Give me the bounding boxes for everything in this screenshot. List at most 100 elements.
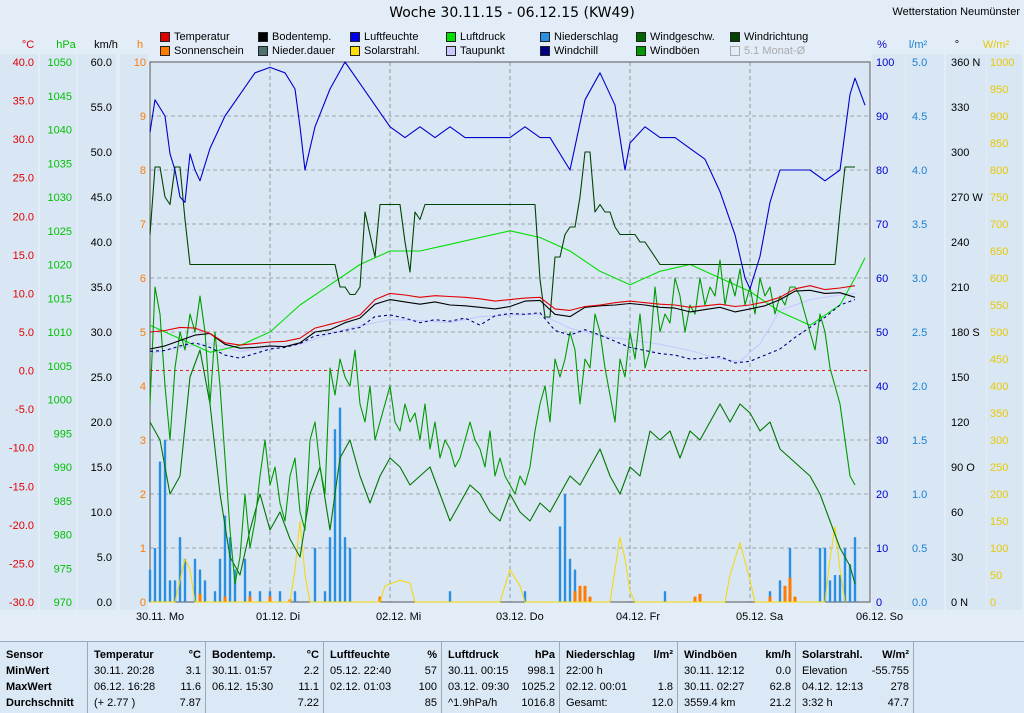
axis-band [872,54,905,610]
tick-label: 1045 [48,91,72,103]
footer-cell-value: l/m² [653,649,673,661]
tick-label: 9 [140,111,146,123]
legend-swatch [350,32,360,42]
axis-unit: % [877,39,887,51]
legend-item: Solarstrahl. [350,45,420,57]
precip-bar [818,548,822,602]
axis-band [120,54,148,610]
footer-row: 03.12. 09:30 1025.2 [442,681,559,697]
tick-label: 80 [876,165,888,177]
tick-label: 60 [951,507,963,519]
footer-column: Temperatur °C 30.11. 20:28 3.1 06.12. 16:28 1… [88,642,206,713]
tick-label: 3.5 [912,219,927,231]
footer-cell-label: 30.11. 12:12 [684,665,745,677]
axis-unit: ° [955,39,959,51]
footer-cell-label: 30.11. 20:28 [94,665,155,677]
series-line [149,230,866,353]
legend-item: Taupunkt [446,45,505,57]
legend-swatch [160,32,170,42]
tick-label: 7 [140,219,146,231]
tick-label: 210 [951,282,969,294]
legend-label: Nieder.dauer [272,45,335,57]
tick-label: -30.0 [9,597,34,609]
legend-item: Sonnenschein [160,45,244,57]
tick-label: 30.0 [91,327,112,339]
tick-label: 10 [134,57,146,69]
legend-swatch [350,46,360,56]
tick-label: 40.0 [91,237,112,249]
footer-cell-label: Gesamt: [566,697,608,709]
footer-row: Niederschlag l/m² [560,649,677,665]
legend-label: Sonnenschein [174,45,244,57]
tick-label: 1035 [48,158,72,170]
tick-label: 270 W [951,192,983,204]
legend-label: Temperatur [174,31,230,43]
series-line [149,289,856,350]
footer-cell-label: Sensor [6,649,44,661]
footer-row: 04.12. 12:13 278 [796,681,913,697]
precip-bar [343,537,347,602]
precip-bar [233,569,237,602]
precip-bar [183,558,187,602]
tick-label: 985 [54,496,72,508]
footer-row: Windböen km/h [678,649,795,665]
precip-bar [853,537,857,602]
footer-cell-label: 30.11. 02:27 [684,681,745,693]
axis-band [0,54,38,610]
footer-row: 22:00 h [560,665,677,681]
tick-label: 990 [54,462,72,474]
axis-unit: W/m² [983,39,1010,51]
sunshine-bar [268,596,272,602]
footer-column: Luftfeuchte% 05.12. 22:40 57 02.12. 01:03 10… [324,642,442,713]
tick-label: 995 [54,428,72,440]
footer-cell-value: 21.2 [769,697,791,709]
legend-label: Bodentemp. [272,31,332,43]
legend-item: Temperatur [160,31,230,43]
footer-cell-label: 30.11. 00:15 [448,665,509,677]
footer-cell-value: 7.22 [297,697,319,709]
axis-rain: 5.0 4.5 4.0 3.5 3.0 2.5 2.0 1.5 1.0 0.5 0.0 l/m² [906,39,944,610]
legend-item: Windgeschw. [636,31,715,43]
footer-cell-label: 3559.4 km [684,697,736,709]
sunshine-bar [698,593,702,602]
footer-cell-value: °C [306,649,319,661]
tick-label: 15.0 [91,462,112,474]
tick-label: 1040 [48,125,72,137]
footer-row: 30.11. 01:57 2.2 [206,665,323,681]
precip-bar [163,440,167,602]
tick-label: 800 [990,165,1008,177]
footer-cell-value: W/m² [882,649,909,661]
precip-bar [218,558,222,602]
legend-label: Windrichtung [744,31,809,43]
tick-label: 1015 [48,293,72,305]
x-tick-label: 01.12. Di [256,611,300,623]
tick-label: 35.0 [13,96,34,108]
legend-item: Niederschlag [540,31,618,43]
footer-row: 30.11. 12:12 0.0 [678,665,795,681]
tick-label: 40 [876,381,888,393]
precip-bar [328,537,332,602]
statistics-footer: Sensor MinWert MaxWert Durchschnitt Temperat… [0,641,1024,713]
legend-swatch [540,32,550,42]
x-tick-label: 03.12. Do [496,611,544,623]
precip-bar [848,564,852,602]
tick-label: 1005 [48,361,72,373]
footer-cell-label: Bodentemp. [212,649,276,661]
tick-label: 6 [140,273,146,285]
footer-cell-value: -55.755 [871,665,909,677]
footer-row: 3:32 h 47.7 [796,697,913,713]
footer-cell-value: 11.6 [180,681,201,693]
axis-winddir: 360 N 330 300 270 W 240 210 180 S 150 120 90 O 60 3… [946,39,986,610]
precip-bar [243,558,247,602]
footer-row: 30.11. 02:27 62.8 [678,681,795,697]
tick-label: 30 [876,435,888,447]
legend-label: Luftdruck [460,31,506,43]
axis-unit: °C [22,39,34,51]
footer-cell-value: 11.1 [298,681,319,693]
footer-cell-label: Durchschnitt [6,697,74,709]
precip-bar [333,429,337,602]
footer-cell-value: 12.0 [651,697,673,709]
footer-cell-label: Solarstrahl. [802,649,863,661]
tick-label: 55.0 [91,102,112,114]
legend-label: Windgeschw. [650,31,715,43]
